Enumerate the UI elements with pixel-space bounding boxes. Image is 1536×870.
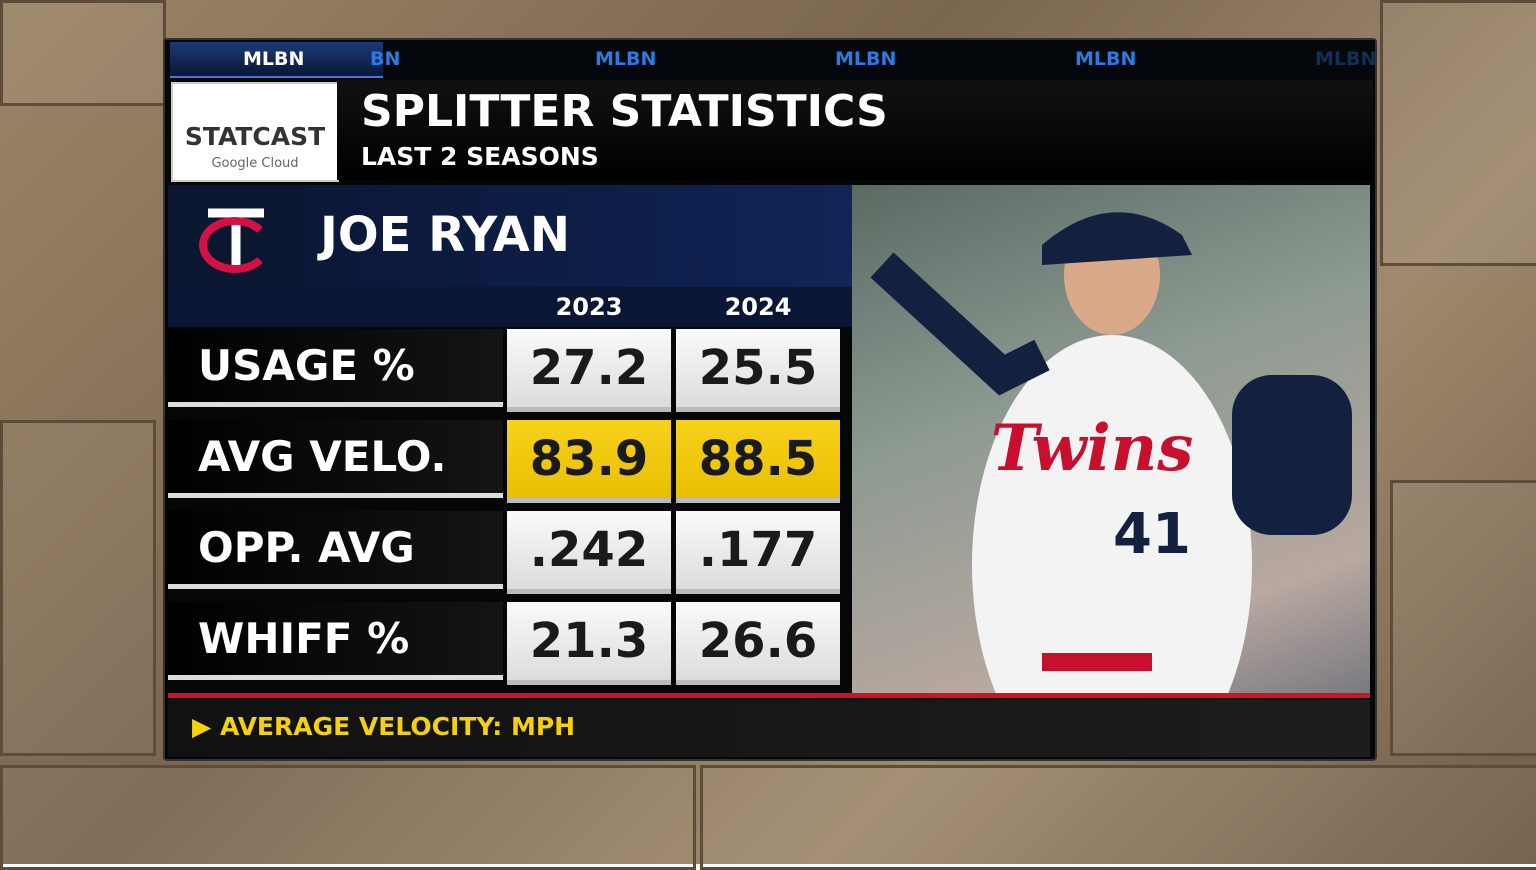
column-label: 2023 xyxy=(555,293,623,321)
footer-note: ▶ AVERAGE VELOCITY: MPH xyxy=(192,712,575,741)
stat-value: .177 xyxy=(676,511,840,594)
stat-value: .242 xyxy=(507,511,671,594)
wood-block xyxy=(0,420,156,756)
wood-block xyxy=(1380,0,1536,266)
logo-name: STATCAST xyxy=(184,122,326,151)
player-band: JOE RYAN xyxy=(168,185,852,287)
jersey-number: 41 xyxy=(1113,502,1191,567)
row-label: USAGE % xyxy=(168,329,503,407)
stat-value: 83.9 xyxy=(507,420,671,503)
jersey-text: Twins xyxy=(991,411,1194,486)
team-logo xyxy=(168,185,301,287)
wood-block xyxy=(700,765,1536,870)
column-label: 2024 xyxy=(724,293,792,321)
row-label: OPP. AVG xyxy=(168,511,503,589)
stat-value: 25.5 xyxy=(676,329,840,412)
footer-text: AVERAGE VELOCITY: MPH xyxy=(219,712,576,741)
header: SPLITTER STATISTICS LAST 2 SEASONS xyxy=(337,80,1373,180)
tab-label: MLBN xyxy=(243,48,305,70)
footer-arrow: ▶ xyxy=(192,712,220,741)
row-label: WHIFF % xyxy=(168,602,503,680)
logo-box: STATCAST Google Cloud xyxy=(171,82,339,182)
tab-label: MLBN xyxy=(835,48,897,70)
graphic-panel: MLBN BN MLBN MLBN MLBN MLBN STATCAST Google C… xyxy=(163,38,1377,761)
stat-value: 26.6 xyxy=(676,602,840,685)
tab-label: MLBN xyxy=(595,48,657,70)
stat-value: 88.5 xyxy=(676,420,840,503)
title: SPLITTER STATISTICS xyxy=(361,86,888,137)
logo-sponsor: Google Cloud xyxy=(211,156,299,171)
red-rule xyxy=(168,693,1370,698)
tab-label: MLBN xyxy=(1315,48,1375,70)
team-logo-mark xyxy=(199,208,264,273)
player-photo: Twins 41 xyxy=(852,185,1370,693)
tab-label: MLBN xyxy=(1075,48,1137,70)
column-header: 2023 2024 xyxy=(168,287,852,327)
stat-value: 21.3 xyxy=(507,602,671,685)
footer: ▶ AVERAGE VELOCITY: MPH xyxy=(168,700,1370,757)
tab-label: BN xyxy=(370,48,401,70)
player-name: JOE RYAN xyxy=(320,207,570,263)
tab-bar: MLBN BN MLBN MLBN MLBN MLBN xyxy=(165,40,1375,78)
photo-figure: Twins 41 xyxy=(870,212,1352,693)
stat-value: 27.2 xyxy=(507,329,671,412)
row-label: AVG VELO. xyxy=(168,420,503,498)
subtitle: LAST 2 SEASONS xyxy=(361,142,599,171)
wood-block xyxy=(0,765,696,870)
wood-block xyxy=(0,0,166,106)
active-tab xyxy=(170,42,383,78)
wood-block xyxy=(1390,480,1536,756)
